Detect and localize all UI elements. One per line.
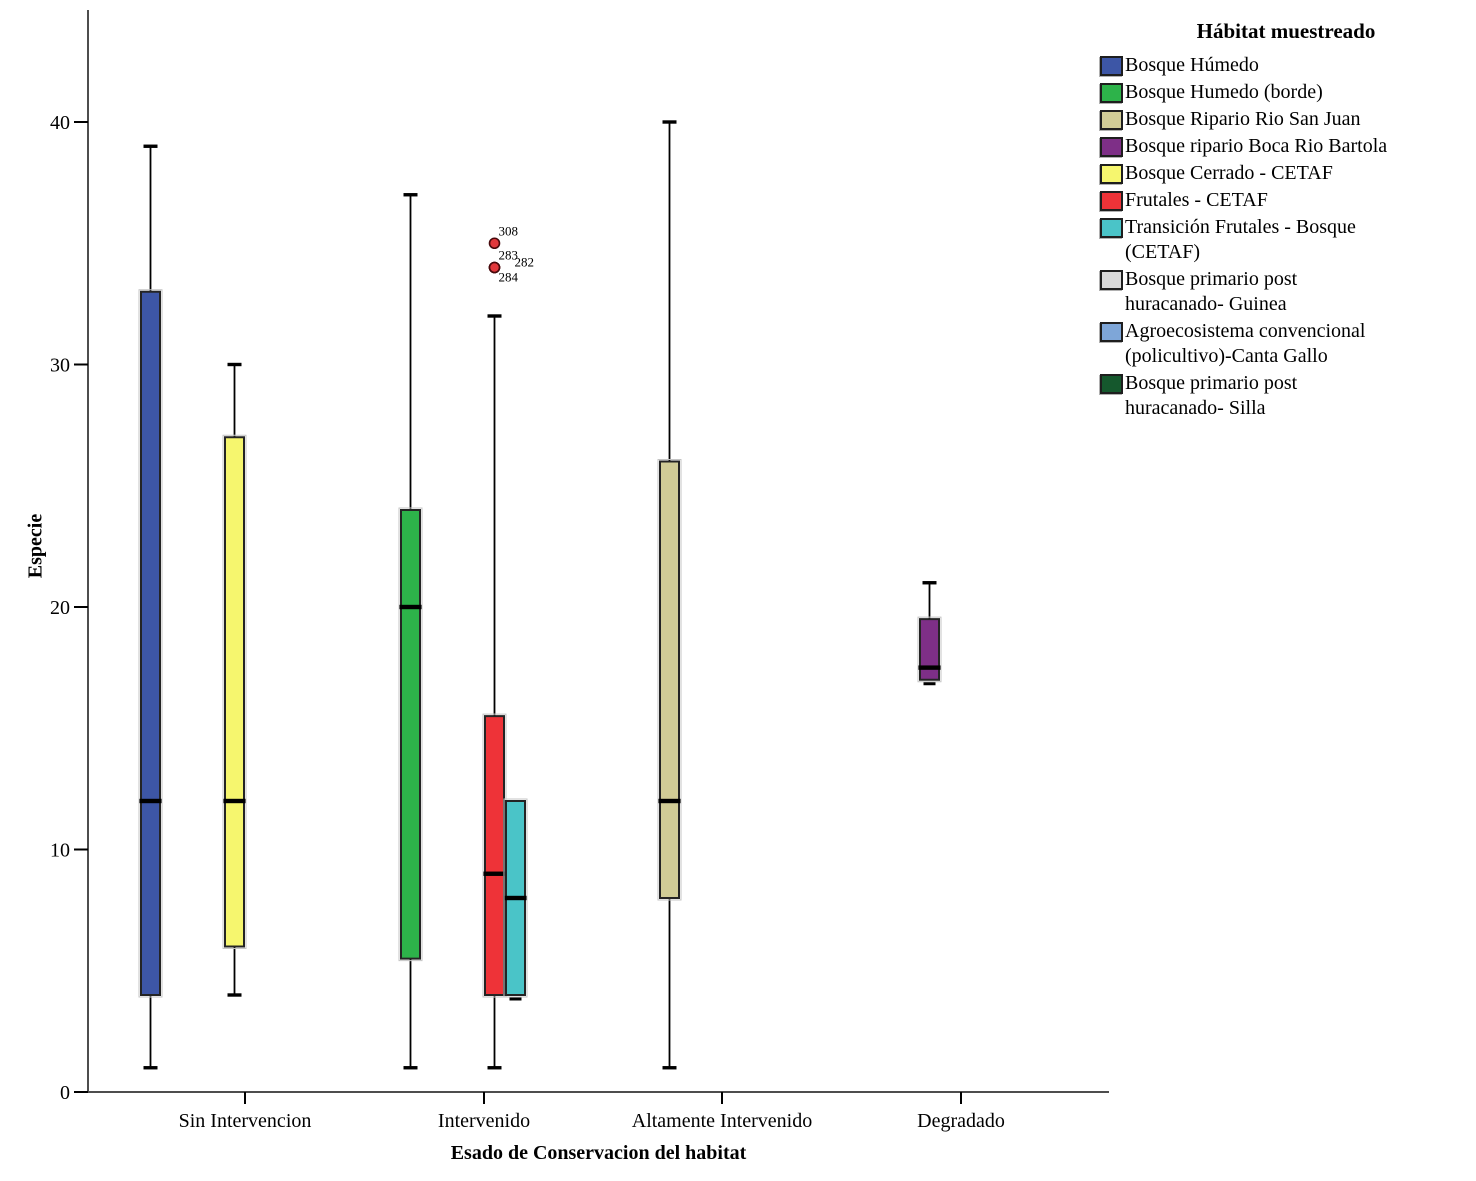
box-rect — [224, 436, 245, 948]
median-line — [483, 871, 506, 876]
median-line — [139, 798, 162, 804]
x-axis-title: Esado de Conservacion del habitat — [450, 1142, 747, 1164]
legend-label-line: huracanado- Silla — [1125, 397, 1266, 419]
legend-item: Bosque Cerrado - CETAF — [1100, 161, 1472, 186]
legend: Hábitat muestreado Bosque Húmedo Bosque H… — [1100, 18, 1472, 423]
box-halo — [917, 616, 942, 683]
y-tick-label: 30 — [50, 355, 70, 377]
legend-label-line: Bosque Cerrado - CETAF — [1125, 162, 1333, 184]
legend-item: Bosque Humedo (borde) — [1100, 80, 1472, 105]
legend-title: Hábitat muestreado — [1196, 19, 1376, 43]
legend-item-label: Bosque Húmedo — [1125, 53, 1259, 78]
legend-item: Transición Frutales - Bosque (CETAF) — [1100, 215, 1472, 265]
legend-item: Bosque Húmedo — [1100, 53, 1472, 78]
box-group — [503, 798, 528, 1001]
y-tick-label: 40 — [50, 112, 70, 134]
median-line — [223, 798, 246, 804]
legend-item-label: Agroecosistema convencional (policultivo)… — [1125, 319, 1365, 369]
legend-label-line: huracanado- Guinea — [1125, 293, 1287, 315]
x-category-label: Degradado — [917, 1110, 1005, 1132]
outlier-label: 282 — [515, 255, 535, 270]
box-rect — [919, 618, 940, 681]
legend-swatch — [1100, 164, 1123, 184]
x-category-label: Intervenido — [438, 1110, 530, 1132]
legend-item: Agroecosistema convencional (policultivo)… — [1100, 319, 1472, 369]
legend-swatch — [1100, 270, 1123, 290]
legend-item: Bosque primario post huracanado- Silla — [1100, 371, 1472, 421]
box-group — [657, 120, 682, 1070]
legend-label-line: Transición Frutales - Bosque — [1125, 216, 1356, 238]
legend-item: Bosque primario post huracanado- Guinea — [1100, 267, 1472, 317]
box-halo — [138, 289, 163, 998]
median-line — [504, 895, 527, 901]
legend-item-label: Bosque primario post huracanado- Guinea — [1125, 267, 1297, 317]
legend-swatch — [1100, 110, 1123, 130]
box-halo — [398, 507, 423, 962]
legend-label-line: Frutales - CETAF — [1125, 189, 1268, 211]
outlier-label: 284 — [499, 270, 519, 285]
box-group — [222, 362, 247, 997]
legend-item-label: Bosque Humedo (borde) — [1125, 80, 1323, 105]
box-group — [917, 581, 942, 686]
legend-items: Bosque Húmedo Bosque Humedo (borde) Bosque… — [1100, 53, 1472, 421]
outlier-label: 283 — [499, 248, 519, 263]
box-halo — [657, 459, 682, 901]
outlier-point — [488, 237, 501, 250]
legend-item-label: Bosque Ripario Rio San Juan — [1125, 107, 1361, 132]
box-halo — [222, 434, 247, 949]
legend-swatch — [1100, 374, 1123, 394]
median-line — [399, 604, 422, 610]
legend-label-line: Bosque primario post — [1125, 372, 1298, 394]
box-rect — [140, 290, 161, 996]
legend-item-label: Transición Frutales - Bosque (CETAF) — [1125, 215, 1356, 265]
legend-swatch — [1100, 218, 1123, 238]
legend-label-line: Bosque Ripario Rio San Juan — [1125, 108, 1361, 130]
y-tick-label: 10 — [50, 840, 70, 862]
legend-label-line: Bosque Húmedo — [1125, 54, 1259, 76]
box-group — [398, 193, 423, 1070]
x-category-label: Altamente Intervenido — [632, 1110, 813, 1132]
box-halo — [503, 798, 528, 998]
median-line — [658, 798, 681, 804]
legend-swatch — [1100, 137, 1123, 157]
y-tick-label: 20 — [50, 597, 70, 619]
legend-swatch — [1100, 56, 1123, 76]
x-category-label: Sin Intervencion — [179, 1110, 312, 1132]
legend-item: Bosque Ripario Rio San Juan — [1100, 107, 1472, 132]
legend-item: Frutales - CETAF — [1100, 188, 1472, 213]
box-rect — [659, 460, 680, 899]
y-tick-label: 0 — [60, 1082, 70, 1104]
legend-item-label: Bosque primario post huracanado- Silla — [1125, 371, 1297, 421]
legend-label-line: Bosque ripario Boca Rio Bartola — [1125, 135, 1388, 157]
legend-label-line: (CETAF) — [1125, 241, 1201, 263]
legend-item-label: Bosque Cerrado - CETAF — [1125, 161, 1333, 186]
median-line — [918, 665, 941, 670]
legend-swatch — [1100, 191, 1123, 211]
legend-label-line: (policultivo)-Canta Gallo — [1125, 345, 1328, 367]
outlier-label: 308 — [499, 223, 519, 238]
box-rect — [400, 509, 421, 960]
legend-item: Bosque ripario Boca Rio Bartola — [1100, 134, 1472, 159]
box-group — [138, 144, 163, 1070]
legend-item-label: Frutales - CETAF — [1125, 188, 1268, 213]
legend-swatch — [1100, 322, 1123, 342]
legend-label-line: Bosque Humedo (borde) — [1125, 81, 1323, 103]
legend-item-label: Bosque ripario Boca Rio Bartola — [1125, 134, 1387, 159]
legend-swatch — [1100, 83, 1123, 103]
legend-label-line: Agroecosistema convencional — [1125, 320, 1366, 342]
outlier-point — [488, 261, 501, 274]
box-rect — [484, 715, 505, 996]
legend-label-line: Bosque primario post — [1125, 268, 1298, 290]
